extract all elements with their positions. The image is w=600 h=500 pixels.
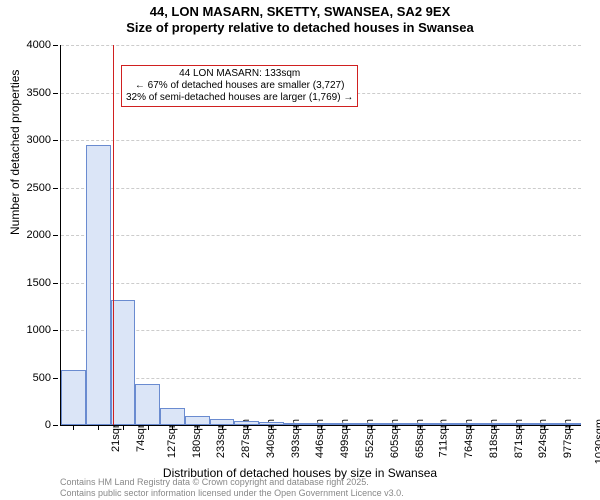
y-tick: 4000 bbox=[27, 39, 57, 51]
x-tick-mark bbox=[148, 425, 149, 430]
gridline bbox=[61, 140, 581, 141]
y-tick: 500 bbox=[33, 372, 57, 384]
x-tick-mark bbox=[98, 425, 99, 430]
annotation-line-2: ← 67% of detached houses are smaller (3,… bbox=[126, 80, 353, 92]
x-tick-mark bbox=[445, 425, 446, 430]
gridline bbox=[61, 188, 581, 189]
chart-container: 44, LON MASARN, SKETTY, SWANSEA, SA2 9EX… bbox=[0, 0, 600, 500]
gridline bbox=[61, 45, 581, 46]
histogram-bar bbox=[185, 416, 210, 425]
x-tick-mark bbox=[123, 425, 124, 430]
gridline bbox=[61, 330, 581, 331]
footer-line-2: Contains public sector information licen… bbox=[60, 488, 404, 498]
x-tick-mark bbox=[470, 425, 471, 430]
y-tick: 0 bbox=[45, 419, 57, 431]
chart-title: 44, LON MASARN, SKETTY, SWANSEA, SA2 9EX… bbox=[0, 4, 600, 37]
y-tick: 2000 bbox=[27, 229, 57, 241]
x-tick-mark bbox=[420, 425, 421, 430]
x-tick-mark bbox=[519, 425, 520, 430]
x-tick-mark bbox=[222, 425, 223, 430]
x-tick-label: 1030sqm bbox=[593, 419, 600, 464]
x-tick-mark bbox=[197, 425, 198, 430]
y-tick: 1500 bbox=[27, 277, 57, 289]
x-tick-mark bbox=[494, 425, 495, 430]
y-tick: 1000 bbox=[27, 324, 57, 336]
annotation-box: 44 LON MASARN: 133sqm ← 67% of detached … bbox=[121, 65, 358, 107]
x-tick-mark bbox=[569, 425, 570, 430]
gridline bbox=[61, 378, 581, 379]
x-tick-mark bbox=[172, 425, 173, 430]
x-tick-mark bbox=[271, 425, 272, 430]
footer-attribution: Contains HM Land Registry data © Crown c… bbox=[60, 477, 404, 498]
title-line-1: 44, LON MASARN, SKETTY, SWANSEA, SA2 9EX bbox=[0, 4, 600, 20]
gridline bbox=[61, 283, 581, 284]
annotation-line-1: 44 LON MASARN: 133sqm bbox=[126, 68, 353, 80]
x-tick-mark bbox=[395, 425, 396, 430]
histogram-bar bbox=[86, 145, 111, 425]
plot-area: 0500100015002000250030003500400021sqm74s… bbox=[60, 45, 581, 426]
gridline bbox=[61, 235, 581, 236]
x-tick-mark bbox=[73, 425, 74, 430]
footer-line-1: Contains HM Land Registry data © Crown c… bbox=[60, 477, 404, 487]
subject-marker-line bbox=[113, 45, 114, 425]
x-tick-mark bbox=[247, 425, 248, 430]
histogram-bar bbox=[111, 300, 136, 425]
x-tick-mark bbox=[321, 425, 322, 430]
histogram-bar bbox=[135, 384, 160, 425]
y-tick: 3500 bbox=[27, 87, 57, 99]
x-tick-mark bbox=[296, 425, 297, 430]
y-tick: 3000 bbox=[27, 134, 57, 146]
annotation-line-3: 32% of semi-detached houses are larger (… bbox=[126, 92, 353, 104]
histogram-bar bbox=[160, 408, 185, 425]
x-tick-mark bbox=[371, 425, 372, 430]
x-tick-mark bbox=[544, 425, 545, 430]
title-line-2: Size of property relative to detached ho… bbox=[0, 20, 600, 36]
histogram-bar bbox=[61, 370, 86, 425]
y-axis-label: Number of detached properties bbox=[8, 70, 22, 235]
x-tick-mark bbox=[346, 425, 347, 430]
y-tick: 2500 bbox=[27, 182, 57, 194]
